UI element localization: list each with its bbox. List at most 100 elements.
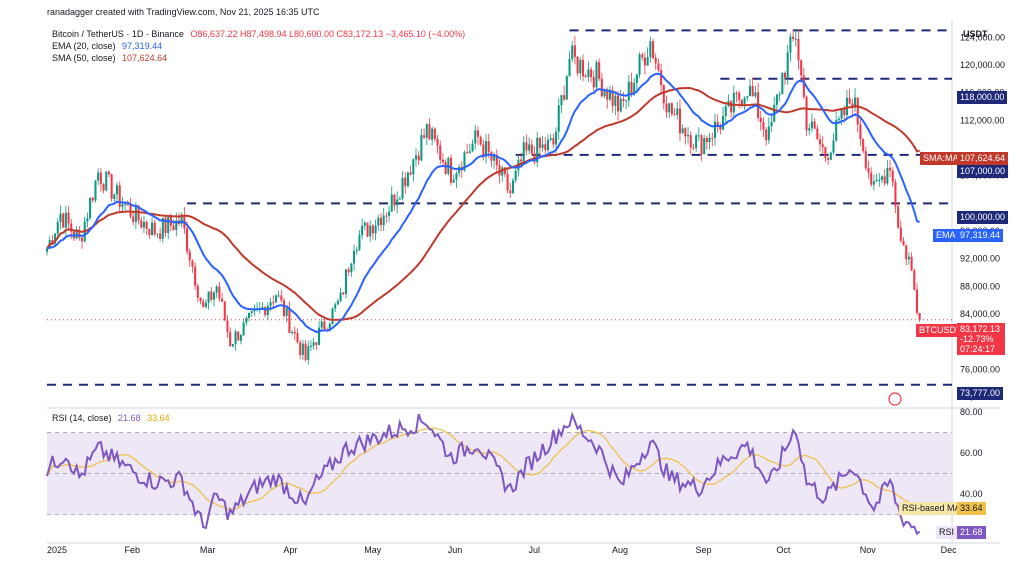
candle xyxy=(180,214,183,225)
candle xyxy=(118,185,121,207)
candle xyxy=(54,233,57,244)
candle xyxy=(366,222,369,237)
sma-tag-label: SMA:MA xyxy=(920,152,962,165)
candle xyxy=(608,90,611,100)
rsi-ma-tag-label: RSI-based MA xyxy=(899,502,964,515)
candle xyxy=(129,204,132,217)
candle xyxy=(603,90,606,97)
candle xyxy=(441,159,444,163)
candle xyxy=(315,342,318,345)
candle xyxy=(673,114,676,116)
candle xyxy=(164,217,167,233)
candle xyxy=(264,307,267,315)
candle xyxy=(124,204,127,206)
candle xyxy=(452,179,455,183)
candle xyxy=(336,301,339,305)
candle xyxy=(331,308,334,324)
candle xyxy=(229,331,232,347)
candle xyxy=(369,225,372,237)
candle xyxy=(703,138,706,155)
candle xyxy=(388,211,391,216)
candle xyxy=(511,180,514,194)
candle xyxy=(412,159,415,175)
price-tick-label: 120,000.00 xyxy=(960,60,1005,70)
candle xyxy=(56,221,59,234)
candle xyxy=(221,298,224,302)
currency-label: USDT xyxy=(963,29,988,39)
ema-tag-value: 97,319.44 xyxy=(957,229,1004,242)
candle xyxy=(309,345,312,347)
candle xyxy=(398,198,401,200)
candle xyxy=(678,108,681,134)
candle xyxy=(293,331,296,334)
candle xyxy=(285,307,288,316)
candle xyxy=(646,57,649,66)
ema-legend-value: 97,319.44 xyxy=(122,41,163,51)
time-tick-label: Oct xyxy=(776,545,791,555)
candle xyxy=(78,230,81,238)
candle xyxy=(622,98,625,101)
price-tick-label: 112,000.00 xyxy=(960,115,1004,125)
time-tick-label: Mar xyxy=(200,545,216,555)
candle xyxy=(218,286,221,299)
candle xyxy=(571,45,574,60)
candle xyxy=(692,147,695,149)
candle xyxy=(592,77,595,88)
candle xyxy=(188,251,191,261)
time-tick-label: 2025 xyxy=(47,545,67,555)
candle xyxy=(875,179,878,182)
candle xyxy=(280,295,283,301)
candle xyxy=(859,124,862,140)
candle xyxy=(870,172,873,185)
btc-tag-label: BTCUSDT xyxy=(916,324,965,337)
candle xyxy=(818,139,822,145)
candle xyxy=(713,121,716,138)
price-tick-label: 88,000.00 xyxy=(960,281,1000,291)
candle xyxy=(67,212,70,224)
candle xyxy=(805,96,808,131)
candle xyxy=(320,321,323,328)
candle xyxy=(786,52,789,78)
candle xyxy=(142,222,145,228)
sma-legend-value: 107,624.64 xyxy=(122,53,168,63)
candle xyxy=(210,291,213,300)
candle xyxy=(242,322,245,336)
candle xyxy=(476,130,479,137)
candle xyxy=(485,141,488,157)
btc-timer: 07:24:17 xyxy=(960,344,996,354)
candle xyxy=(705,138,708,143)
candle xyxy=(374,225,377,234)
candle xyxy=(581,59,585,77)
candle xyxy=(913,270,916,290)
candle xyxy=(156,233,159,235)
candle xyxy=(606,90,609,100)
candle xyxy=(159,233,162,239)
candle xyxy=(816,128,819,140)
candle xyxy=(598,62,601,79)
candle xyxy=(70,223,73,232)
candle xyxy=(668,103,671,113)
candle xyxy=(643,57,646,66)
candle xyxy=(361,225,364,236)
btc-price: 83,172.13 xyxy=(960,324,1001,334)
candle xyxy=(493,154,496,161)
candle xyxy=(765,129,768,141)
candle xyxy=(436,138,439,146)
candle xyxy=(51,240,54,244)
rsi-tag-value: 21.68 xyxy=(957,526,986,539)
candle xyxy=(272,302,275,304)
candle xyxy=(635,74,638,83)
ema-legend: EMA (20, close) 97,319.44 xyxy=(52,41,166,51)
time-tick-label: Apr xyxy=(283,545,297,555)
candle xyxy=(867,168,870,173)
candle xyxy=(560,95,563,106)
candle xyxy=(590,69,593,78)
price-tick-label: 124,000.00 xyxy=(960,32,1005,42)
candle xyxy=(288,307,291,334)
candle xyxy=(334,304,337,309)
candle xyxy=(196,285,199,298)
candle xyxy=(894,182,897,207)
candle xyxy=(862,139,865,152)
rsi-tick-label: 40.00 xyxy=(960,489,983,499)
candle xyxy=(59,213,62,222)
